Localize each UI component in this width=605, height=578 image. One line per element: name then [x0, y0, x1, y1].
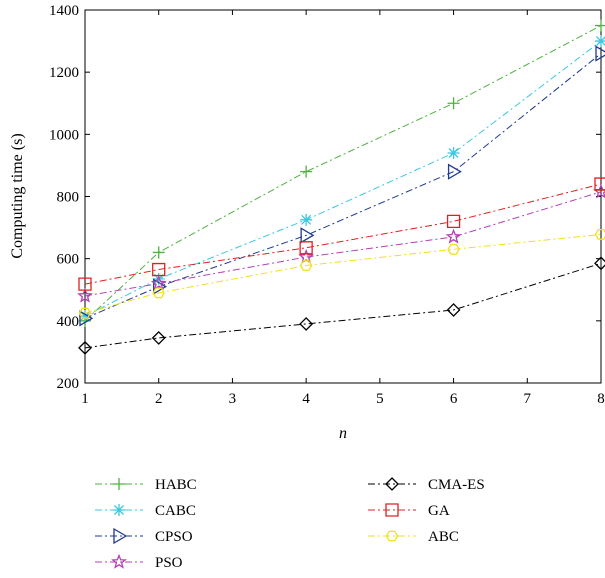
data-point-habc	[152, 246, 165, 259]
x-tick-label: 5	[376, 391, 384, 407]
data-point-habc	[300, 165, 313, 178]
x-tick-label: 8	[597, 391, 605, 407]
data-point-abc	[447, 243, 460, 255]
series-cpso	[79, 45, 605, 327]
legend-marker-cabc	[113, 504, 125, 516]
data-point-cma-es	[446, 303, 461, 317]
x-tick-label: 3	[229, 391, 237, 407]
legend-item-cma-es: CMA-ES	[368, 477, 485, 493]
data-point-pso	[593, 183, 605, 199]
data-point-pso	[298, 248, 315, 264]
x-tick-label: 1	[81, 391, 89, 407]
legend-item-cpso: CPSO	[95, 527, 193, 545]
legend-item-ga: GA	[368, 503, 450, 519]
y-tick-label: 200	[57, 376, 80, 392]
y-tick-label: 600	[57, 252, 80, 268]
series-line-abc	[84, 233, 602, 314]
series-line-habc	[84, 25, 602, 322]
data-point-pso	[445, 228, 462, 244]
legend-item-cabc: CABC	[95, 503, 196, 519]
series-line-cma-es	[84, 262, 602, 349]
data-point-cabc	[152, 272, 165, 285]
x-tick-label: 2	[155, 391, 163, 407]
series-cma-es	[78, 256, 605, 355]
legend-label-cpso: CPSO	[155, 529, 193, 545]
series-layer	[77, 19, 605, 355]
legend-marker-abc	[385, 530, 399, 542]
data-point-ga	[594, 177, 605, 191]
x-tick-label: 7	[524, 391, 532, 407]
data-point-cma-es	[78, 340, 92, 355]
legend-label-cabc: CABC	[155, 503, 196, 519]
legend-marker-cma-es	[385, 477, 399, 491]
data-point-abc	[152, 287, 165, 299]
data-point-pso	[150, 275, 167, 291]
legend-label-ga: GA	[428, 503, 450, 519]
legend-item-abc: ABC	[368, 529, 459, 545]
data-point-ga	[78, 277, 92, 291]
data-point-abc	[78, 307, 92, 319]
legend-item-habc: HABC	[95, 477, 197, 493]
series-cabc	[79, 35, 605, 323]
data-point-cpso	[79, 310, 94, 327]
legend-label-habc: HABC	[155, 477, 197, 493]
x-tick-label: 4	[302, 391, 310, 407]
series-line-pso	[84, 191, 602, 297]
x-axis-title: n	[339, 425, 347, 442]
legend-marker-habc	[113, 478, 125, 490]
legend-label-pso: PSO	[155, 555, 183, 571]
data-point-ga	[446, 214, 461, 229]
legend-label-abc: ABC	[428, 529, 459, 545]
series-line-ga	[84, 183, 602, 285]
legend-marker-pso	[111, 553, 127, 569]
data-point-habc	[595, 19, 605, 32]
data-point-cma-es	[594, 256, 605, 271]
y-tick-label: 1400	[49, 3, 79, 19]
y-tick-label: 400	[57, 314, 80, 330]
series-abc	[78, 229, 605, 319]
x-tick-label: 6	[450, 391, 458, 407]
y-tick-label: 1200	[49, 65, 79, 81]
data-point-cma-es	[299, 317, 314, 331]
legend-label-cma-es: CMA-ES	[428, 477, 485, 493]
y-tick-label: 800	[57, 190, 80, 206]
legend-marker-ga	[385, 503, 399, 517]
data-point-cma-es	[151, 331, 166, 345]
axis-ticks: 1 2 3 4 5 6 7 8 200 400 600 800 1000 1200 1400	[49, 3, 605, 407]
data-point-cabc	[300, 213, 313, 226]
legend-item-pso: PSO	[95, 553, 183, 571]
series-pso	[77, 183, 605, 303]
data-point-cpso	[595, 45, 605, 62]
data-point-ga	[152, 262, 166, 277]
data-point-ga	[299, 241, 313, 255]
data-point-cpso	[300, 227, 315, 244]
y-axis-title: Computing time (s)	[9, 133, 26, 258]
series-line-cpso	[84, 53, 602, 319]
data-point-pso	[77, 287, 93, 303]
legend: HABC CABC CPSO PSO CMA-ES GA ABC	[95, 477, 485, 571]
y-tick-label: 1000	[49, 127, 79, 143]
data-point-cabc	[79, 310, 91, 323]
legend-marker-cpso	[113, 527, 128, 545]
data-point-habc	[447, 97, 460, 110]
data-point-abc	[299, 260, 313, 271]
data-point-cabc	[447, 146, 460, 159]
data-point-cpso	[447, 163, 462, 180]
data-point-abc	[594, 229, 605, 240]
data-point-cabc	[595, 35, 605, 48]
series-ga	[78, 177, 605, 291]
